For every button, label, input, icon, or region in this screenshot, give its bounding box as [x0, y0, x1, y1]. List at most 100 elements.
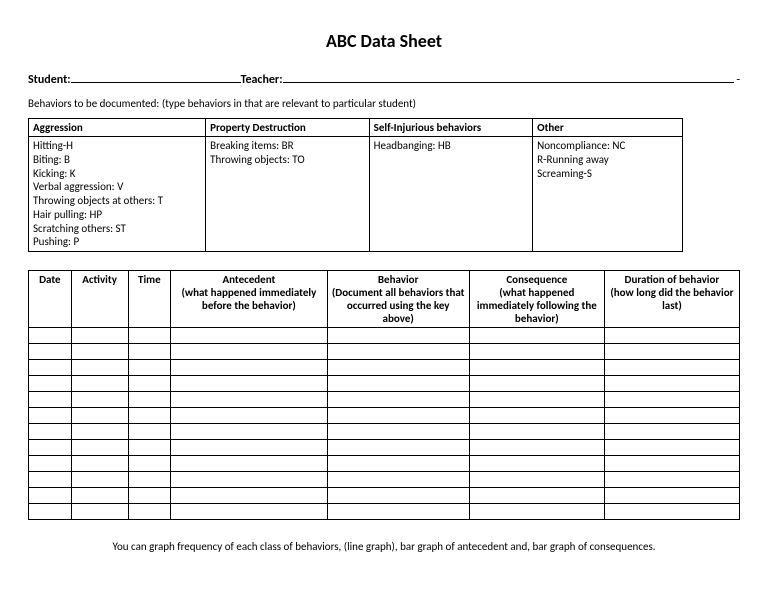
- behavior-item: Hair pulling: HP: [33, 208, 201, 222]
- data-cell[interactable]: [171, 328, 327, 344]
- data-cell[interactable]: [327, 456, 469, 472]
- data-cell[interactable]: [604, 424, 739, 440]
- data-cell[interactable]: [604, 488, 739, 504]
- data-cell[interactable]: [71, 424, 128, 440]
- data-cell[interactable]: [469, 472, 604, 488]
- data-cell[interactable]: [71, 456, 128, 472]
- data-cell[interactable]: [29, 328, 72, 344]
- data-cell[interactable]: [327, 376, 469, 392]
- data-cell[interactable]: [327, 488, 469, 504]
- data-cell[interactable]: [171, 472, 327, 488]
- data-cell[interactable]: [171, 376, 327, 392]
- behavior-item: Scratching others: ST: [33, 222, 201, 236]
- data-cell[interactable]: [29, 408, 72, 424]
- data-cell[interactable]: [71, 440, 128, 456]
- data-cell[interactable]: [327, 328, 469, 344]
- data-cell[interactable]: [71, 328, 128, 344]
- data-cell[interactable]: [327, 424, 469, 440]
- data-cell[interactable]: [469, 488, 604, 504]
- data-cell[interactable]: [128, 440, 171, 456]
- data-cell[interactable]: [29, 344, 72, 360]
- data-cell[interactable]: [469, 344, 604, 360]
- data-cell[interactable]: [71, 408, 128, 424]
- data-col-header: Consequence(what happened immediately fo…: [469, 271, 604, 328]
- data-cell[interactable]: [327, 504, 469, 520]
- behaviors-col-items: Hitting-HBiting: BKicking: KVerbal aggre…: [29, 137, 206, 252]
- data-cell[interactable]: [604, 472, 739, 488]
- data-cell[interactable]: [327, 472, 469, 488]
- data-cell[interactable]: [604, 504, 739, 520]
- data-cell[interactable]: [604, 440, 739, 456]
- data-cell[interactable]: [71, 392, 128, 408]
- data-cell[interactable]: [71, 488, 128, 504]
- data-cell[interactable]: [29, 440, 72, 456]
- data-cell[interactable]: [29, 360, 72, 376]
- data-cell[interactable]: [604, 408, 739, 424]
- behavior-item: Breaking items: BR: [210, 139, 365, 153]
- data-cell[interactable]: [29, 488, 72, 504]
- data-cell[interactable]: [171, 392, 327, 408]
- data-cell[interactable]: [604, 328, 739, 344]
- table-row: [29, 360, 740, 376]
- data-cell[interactable]: [469, 424, 604, 440]
- data-cell[interactable]: [604, 376, 739, 392]
- data-cell[interactable]: [327, 440, 469, 456]
- data-cell[interactable]: [128, 344, 171, 360]
- data-cell[interactable]: [171, 344, 327, 360]
- data-cell[interactable]: [29, 472, 72, 488]
- footer-text: You can graph frequency of each class of…: [28, 540, 740, 553]
- data-cell[interactable]: [469, 408, 604, 424]
- data-cell[interactable]: [327, 392, 469, 408]
- data-cell[interactable]: [128, 392, 171, 408]
- data-cell[interactable]: [327, 360, 469, 376]
- data-cell[interactable]: [29, 392, 72, 408]
- data-cell[interactable]: [71, 504, 128, 520]
- data-cell[interactable]: [171, 504, 327, 520]
- data-cell[interactable]: [71, 376, 128, 392]
- data-cell[interactable]: [128, 424, 171, 440]
- data-cell[interactable]: [469, 328, 604, 344]
- data-cell[interactable]: [469, 456, 604, 472]
- data-cell[interactable]: [171, 424, 327, 440]
- data-cell[interactable]: [327, 408, 469, 424]
- data-cell[interactable]: [604, 392, 739, 408]
- data-cell[interactable]: [29, 504, 72, 520]
- data-cell[interactable]: [469, 504, 604, 520]
- data-cell[interactable]: [29, 376, 72, 392]
- data-cell[interactable]: [171, 440, 327, 456]
- table-row: [29, 440, 740, 456]
- data-cell[interactable]: [469, 360, 604, 376]
- data-cell[interactable]: [128, 328, 171, 344]
- behavior-item: Pushing: P: [33, 235, 201, 249]
- data-cell[interactable]: [128, 504, 171, 520]
- behaviors-col-items: Headbanging: HB: [369, 137, 533, 252]
- data-cell[interactable]: [171, 360, 327, 376]
- data-entry-table: DateActivityTimeAntecedent(what happened…: [28, 270, 740, 520]
- data-cell[interactable]: [327, 344, 469, 360]
- behavior-item: Noncompliance: NC: [537, 139, 678, 153]
- data-cell[interactable]: [29, 456, 72, 472]
- data-cell[interactable]: [128, 360, 171, 376]
- data-cell[interactable]: [71, 472, 128, 488]
- data-cell[interactable]: [128, 488, 171, 504]
- data-cell[interactable]: [128, 376, 171, 392]
- data-cell[interactable]: [604, 456, 739, 472]
- data-cell[interactable]: [128, 472, 171, 488]
- data-cell[interactable]: [171, 488, 327, 504]
- student-label: Student:: [28, 73, 71, 87]
- data-cell[interactable]: [171, 456, 327, 472]
- data-cell[interactable]: [604, 344, 739, 360]
- data-cell[interactable]: [469, 376, 604, 392]
- data-cell[interactable]: [71, 344, 128, 360]
- data-cell[interactable]: [469, 440, 604, 456]
- data-cell[interactable]: [469, 392, 604, 408]
- data-cell[interactable]: [128, 456, 171, 472]
- data-cell[interactable]: [29, 424, 72, 440]
- data-cell[interactable]: [171, 408, 327, 424]
- data-cell[interactable]: [128, 408, 171, 424]
- table-row: [29, 376, 740, 392]
- data-cell[interactable]: [604, 360, 739, 376]
- data-cell[interactable]: [71, 360, 128, 376]
- teacher-blank[interactable]: [283, 70, 735, 83]
- student-blank[interactable]: [71, 70, 241, 83]
